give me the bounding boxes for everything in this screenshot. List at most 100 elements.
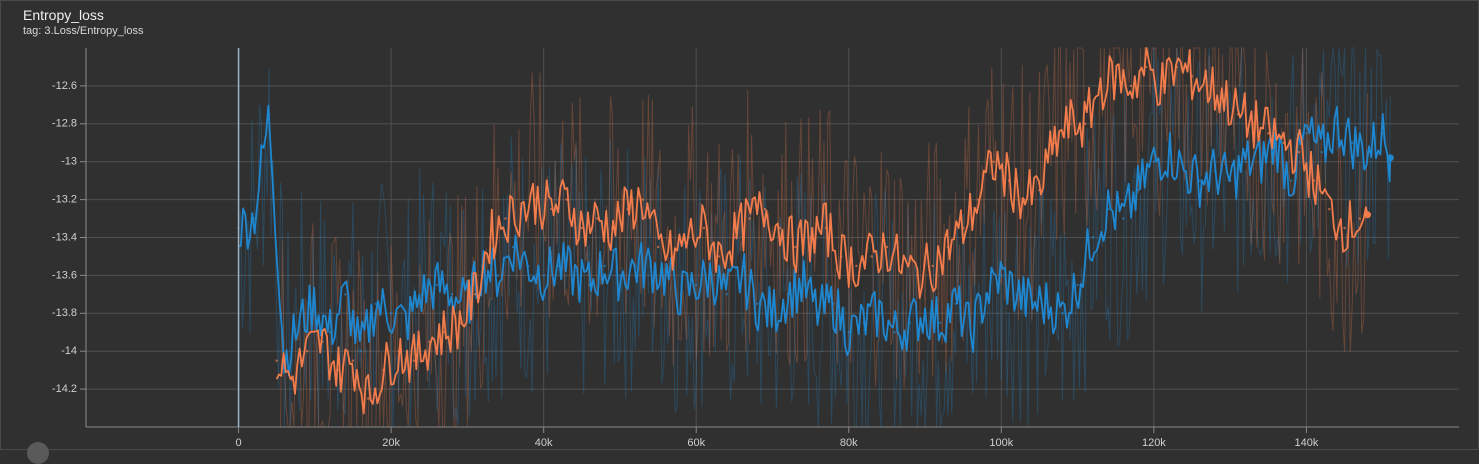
data-point [1145,65,1148,69]
data-point [740,274,744,277]
data-point [306,350,309,353]
y-axis-ticks: -12.6 -12.8 -13 -13.2 -13.4 -13.6 -13.8 -14 -14.… [52,80,86,395]
y-tick-label: -14 [61,345,77,357]
data-point [1267,132,1270,135]
data-point [778,226,782,230]
data-point [435,283,439,287]
x-tick-label: 40k [535,437,553,449]
data-point [557,264,561,268]
data-point [733,236,736,239]
data-point [473,293,477,296]
series-line[interactable] [275,47,1369,415]
data-point [1053,141,1056,144]
data-point [1038,188,1041,192]
data-point [275,359,278,362]
data-point [756,302,759,305]
data-point [771,312,774,315]
data-point [649,264,652,268]
data-point [695,283,698,287]
data-point [794,245,797,249]
data-point [1236,113,1240,116]
data-point [1099,84,1102,88]
data-point [1114,75,1118,78]
data-point [710,274,713,277]
data-point [1015,293,1018,296]
data-point [428,340,431,343]
data-point [443,331,446,334]
data-point [931,264,934,268]
y-tick-label: -12.8 [52,118,77,130]
data-point [1312,179,1316,182]
data-point [382,368,385,372]
data-point [458,321,461,324]
data-point [1251,122,1255,126]
data-point [832,302,835,305]
y-tick-label: -14.2 [52,383,77,395]
data-point [656,245,660,249]
y-tick-label: -13.4 [52,231,77,243]
data-point [1122,217,1125,220]
data-point [1213,170,1217,173]
data-point [1381,132,1384,135]
data-point [1084,122,1087,126]
data-point [954,302,957,305]
data-point [847,331,850,334]
line-chart[interactable]: -12.6 -12.8 -13 -13.2 -13.4 -13.6 -13.8 -14 -14.… [1,1,1479,451]
data-point [1351,141,1354,144]
data-point [901,264,904,268]
data-point [1068,122,1072,126]
data-point [504,217,507,220]
raw-trace [238,47,1391,428]
data-point [916,274,919,277]
data-point [328,331,332,334]
data-point [1229,179,1232,182]
data-point [374,302,378,305]
data-point [962,226,965,230]
data-point [580,226,583,230]
data-point [1244,160,1247,163]
data-point [664,274,667,277]
data-point [344,293,347,296]
data-point [634,264,637,268]
data-point [1305,132,1308,135]
data-point [1358,217,1362,220]
data-point [870,255,873,258]
expand-icon[interactable] [27,442,49,464]
series-end-marker [1364,211,1371,219]
data-point [923,312,927,315]
data-point [1023,198,1026,201]
x-tick-label: 60k [687,437,705,449]
data-point [397,350,400,353]
data-point [878,312,881,315]
data-point [1160,84,1163,88]
data-point [763,207,767,211]
data-point [687,236,690,239]
data-point [351,359,355,362]
data-point [1328,207,1331,211]
data-point [542,274,545,277]
data-point [1007,179,1011,182]
data-point [1076,283,1079,287]
series-line[interactable] [238,104,1392,377]
data-point [359,350,362,353]
data-point [1175,65,1179,69]
data-point [1320,151,1323,154]
data-point [450,293,454,296]
data-point [298,321,301,324]
data-point [512,245,515,249]
data-point [565,198,568,201]
data-point [290,378,294,381]
data-point [618,274,622,277]
data-point [1335,122,1339,126]
data-point [725,293,728,296]
x-tick-label: 0 [235,437,241,449]
data-point [984,293,988,296]
data-point [885,245,889,249]
data-point [313,302,316,305]
data-point [1206,84,1209,88]
y-tick-label: -13.2 [52,194,77,206]
series-end-marker [1386,154,1394,162]
data-point [641,198,644,201]
data-point [405,321,408,324]
data-point [534,198,538,201]
